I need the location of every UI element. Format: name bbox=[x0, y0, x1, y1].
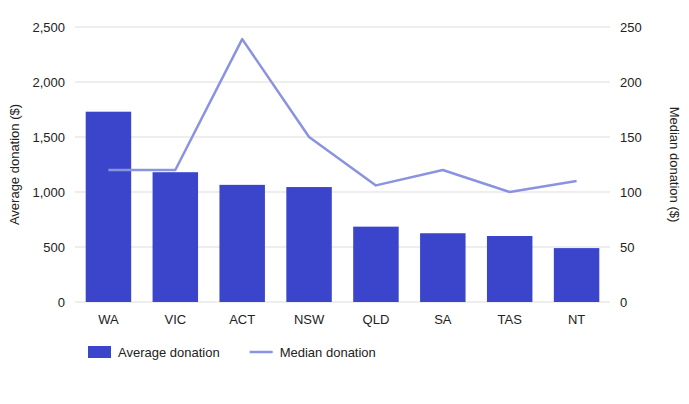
legend-label: Average donation bbox=[118, 345, 220, 360]
y-tick-label: 1,000 bbox=[32, 185, 65, 200]
grid bbox=[75, 27, 610, 302]
x-tick-label: TAS bbox=[498, 312, 523, 327]
y2-axis-title: Median donation ($) bbox=[667, 107, 682, 223]
grid-line bbox=[75, 27, 610, 28]
y-tick-label: 1,500 bbox=[32, 130, 65, 145]
x-tick-label: WA bbox=[98, 312, 119, 327]
bar bbox=[487, 236, 532, 302]
legend: Average donation Median donation bbox=[88, 345, 376, 360]
chart-container: 0 500 1,000 1,500 2,000 2,500 0 50 100 150 200 250 A… bbox=[0, 0, 689, 404]
bar bbox=[86, 112, 131, 302]
bar bbox=[286, 187, 331, 302]
bar bbox=[219, 185, 264, 302]
y2-tick-label: 200 bbox=[620, 75, 642, 90]
x-tick-label: SA bbox=[434, 312, 452, 327]
y2-tick-label: 250 bbox=[620, 20, 642, 35]
y-axis-title: Average donation ($) bbox=[7, 104, 22, 225]
line bbox=[108, 39, 576, 192]
y2-tick-label: 0 bbox=[620, 295, 627, 310]
y2-tick-label: 50 bbox=[620, 240, 634, 255]
grid-line bbox=[75, 137, 610, 138]
y2-tick-label: 150 bbox=[620, 130, 642, 145]
chart-svg: 0 500 1,000 1,500 2,000 2,500 0 50 100 150 200 250 A… bbox=[0, 0, 689, 404]
x-tick-label: QLD bbox=[363, 312, 390, 327]
y-tick-label: 0 bbox=[58, 295, 65, 310]
y-tick-label: 2,000 bbox=[32, 75, 65, 90]
y2-tick-label: 100 bbox=[620, 185, 642, 200]
bar bbox=[420, 233, 465, 302]
y-tick-label: 500 bbox=[43, 240, 65, 255]
legend-swatch bbox=[250, 351, 273, 354]
bar bbox=[153, 172, 198, 302]
plot-area bbox=[86, 39, 600, 302]
x-tick-label: ACT bbox=[229, 312, 255, 327]
grid-line bbox=[75, 82, 610, 83]
bar bbox=[554, 248, 599, 302]
x-tick-label: NT bbox=[568, 312, 585, 327]
x-tick-label: VIC bbox=[164, 312, 186, 327]
x-tick-label: NSW bbox=[294, 312, 325, 327]
legend-label: Median donation bbox=[280, 345, 376, 360]
bar bbox=[353, 227, 398, 302]
legend-swatch bbox=[88, 346, 111, 358]
y-tick-label: 2,500 bbox=[32, 20, 65, 35]
